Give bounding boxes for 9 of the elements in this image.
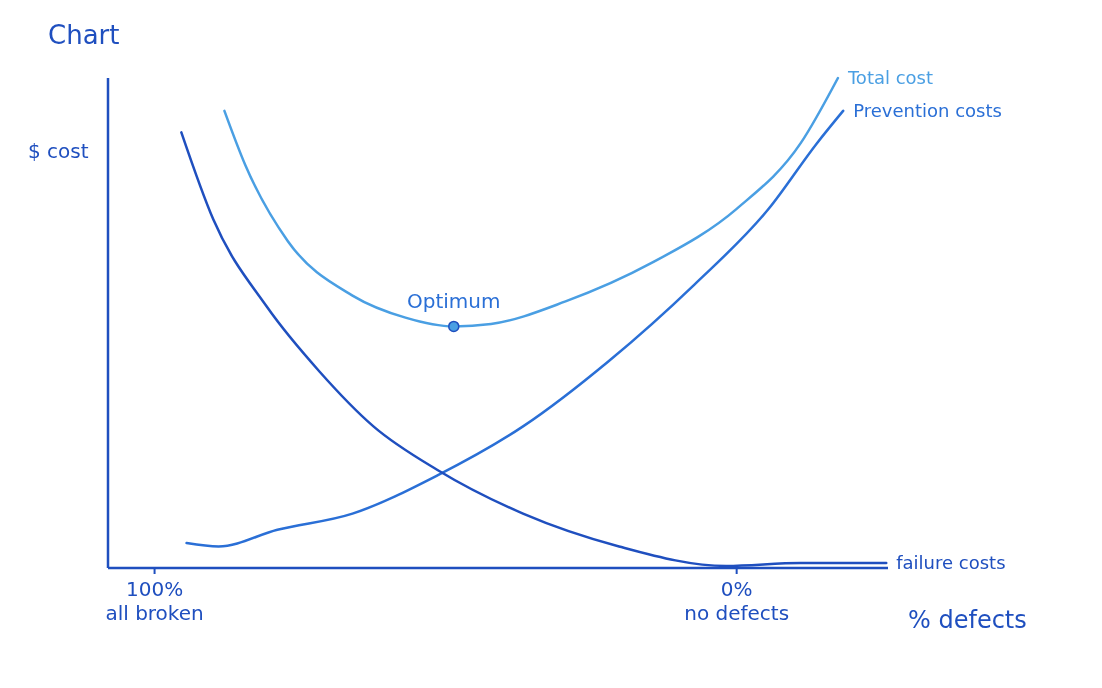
chart-title: Chart <box>48 20 120 50</box>
series-label: Prevention costs <box>853 99 1002 121</box>
series-label: Total cost <box>846 67 934 88</box>
series-label: failure costs <box>896 552 1006 574</box>
x-tick-label: 100% all broken <box>105 577 204 625</box>
x-axis-title: % defects <box>908 606 1027 634</box>
annotation: Optimum <box>407 289 501 314</box>
x-tick-label: 0% no defects <box>684 577 790 625</box>
y-axis-title: $ cost <box>28 139 89 163</box>
